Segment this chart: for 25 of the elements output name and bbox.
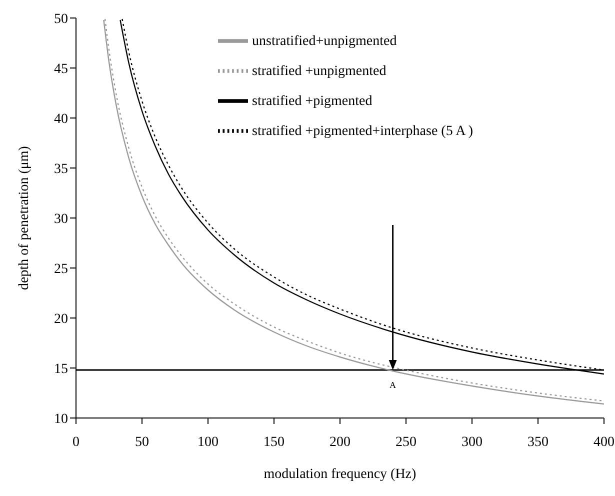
x-tick-label: 250 <box>396 434 416 450</box>
x-tick-label: 300 <box>462 434 482 450</box>
y-tick-label: 40 <box>54 112 68 127</box>
y-tick-label: 15 <box>54 362 68 377</box>
legend-label: stratified +pigmented <box>252 94 372 109</box>
x-tick-label: 50 <box>135 434 149 450</box>
y-tick-label: 10 <box>54 412 68 427</box>
x-tick-label: 0 <box>72 434 80 450</box>
y-tick-label: 30 <box>54 212 68 227</box>
x-axis-title: modulation frequency (Hz) <box>264 467 417 482</box>
x-tick-label: 400 <box>594 434 614 450</box>
y-tick-label: 35 <box>54 162 68 177</box>
y-tick-label: 45 <box>54 62 68 77</box>
y-tick-label: 20 <box>54 312 68 327</box>
y-axis-title: depth of penetration (μm) <box>16 146 32 290</box>
annotation: A <box>390 380 397 390</box>
legend-label: stratified +pigmented+interphase (5 A ) <box>252 124 474 139</box>
x-tick-label: 200 <box>330 434 350 450</box>
x-tick-label: 150 <box>264 434 284 450</box>
x-tick-label: 100 <box>198 434 218 450</box>
y-tick-label: 25 <box>54 262 68 277</box>
x-tick-label: 350 <box>528 434 548 450</box>
y-tick-label: 50 <box>54 12 68 27</box>
legend-label: stratified +unpigmented <box>252 64 386 79</box>
legend-label: unstratified+unpigmented <box>252 34 397 49</box>
